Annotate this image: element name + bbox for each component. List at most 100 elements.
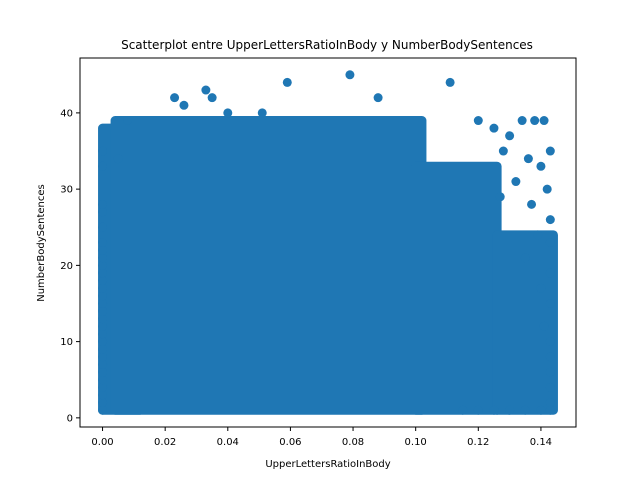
scatter-point bbox=[98, 329, 108, 339]
scatter-point bbox=[542, 184, 552, 194]
scatter-point bbox=[489, 405, 499, 415]
x-tick-label: 0.08 bbox=[342, 437, 364, 448]
scatter-point bbox=[207, 93, 217, 103]
scatter-point bbox=[530, 116, 540, 126]
x-tick-label: 0.06 bbox=[279, 437, 301, 448]
scatter-point bbox=[98, 291, 108, 301]
scatter-point bbox=[545, 367, 555, 377]
scatter-point bbox=[539, 116, 549, 126]
dense-point-cloud-3 bbox=[492, 230, 558, 415]
scatter-point bbox=[545, 238, 555, 247]
scatter-point bbox=[201, 85, 211, 95]
scatter-point bbox=[539, 321, 549, 331]
x-tick-label: 0.00 bbox=[91, 437, 113, 448]
scatter-point bbox=[98, 146, 108, 156]
scatter-point bbox=[98, 222, 108, 232]
x-tick-label: 0.04 bbox=[217, 437, 239, 448]
points-layer bbox=[98, 70, 555, 415]
scatter-point bbox=[545, 298, 555, 308]
x-axis: 0.00 0.02 0.04 0.06 0.08 0.10 0.12 0.14 bbox=[91, 427, 552, 448]
chart-title: Scatterplot entre UpperLettersRatioInBod… bbox=[121, 38, 533, 52]
x-tick-label: 0.12 bbox=[467, 437, 489, 448]
scatter-point bbox=[98, 207, 108, 217]
scatter-point bbox=[520, 405, 530, 415]
scatter-point bbox=[98, 398, 108, 408]
dense-point-cloud-1 bbox=[110, 116, 427, 415]
scatter-point bbox=[98, 161, 108, 171]
scatter-point bbox=[533, 230, 543, 240]
scatter-point bbox=[545, 398, 555, 408]
y-tick-label: 10 bbox=[60, 337, 73, 348]
scatter-point bbox=[545, 352, 555, 362]
scatter-point bbox=[495, 192, 505, 202]
scatter-point bbox=[223, 108, 233, 118]
scatter-point bbox=[98, 268, 108, 278]
scatter-point bbox=[98, 321, 108, 331]
scatter-point bbox=[98, 314, 108, 324]
scatter-point bbox=[113, 154, 123, 164]
scatter-point bbox=[345, 70, 355, 80]
scatter-point bbox=[98, 306, 108, 316]
scatter-point bbox=[98, 245, 108, 255]
scatter-point bbox=[179, 100, 189, 110]
scatter-point bbox=[98, 253, 108, 263]
y-tick-label: 30 bbox=[60, 185, 73, 196]
scatter-point bbox=[98, 298, 108, 308]
plot-frame bbox=[79, 57, 577, 428]
scatter-point bbox=[498, 146, 508, 156]
scatter-point bbox=[523, 154, 533, 164]
scatter-point bbox=[545, 405, 555, 415]
scatter-point bbox=[511, 177, 521, 187]
dense-layer bbox=[98, 116, 558, 415]
scatter-point bbox=[545, 146, 555, 156]
y-axis-label: NumberBodySentences bbox=[36, 184, 47, 302]
scatter-point bbox=[98, 390, 108, 400]
scatter-point bbox=[98, 344, 108, 354]
scatter-point bbox=[98, 337, 108, 347]
scatter-point bbox=[98, 382, 108, 392]
scatter-point bbox=[98, 359, 108, 369]
y-tick-label: 40 bbox=[60, 108, 73, 119]
scatter-point bbox=[98, 283, 108, 293]
x-tick-label: 0.10 bbox=[405, 437, 427, 448]
x-tick-label: 0.14 bbox=[530, 437, 552, 448]
scatter-point bbox=[123, 116, 133, 126]
scatter-point bbox=[98, 199, 108, 209]
scatter-point bbox=[517, 116, 527, 126]
x-axis-label: UpperLettersRatioInBody bbox=[265, 459, 390, 470]
scatter-point bbox=[98, 367, 108, 377]
scatter-point bbox=[536, 161, 546, 171]
scatter-point bbox=[489, 123, 499, 133]
scatter-point bbox=[473, 116, 483, 126]
scatter-point bbox=[545, 215, 555, 225]
x-tick-label: 0.02 bbox=[154, 437, 176, 448]
scatter-point bbox=[98, 260, 108, 270]
scatter-point bbox=[257, 108, 267, 118]
scatter-point bbox=[458, 405, 468, 415]
scatter-point bbox=[373, 93, 383, 103]
y-tick-label: 0 bbox=[67, 413, 73, 424]
scatter-point bbox=[505, 131, 515, 141]
scatter-point bbox=[527, 199, 537, 209]
scatter-point bbox=[98, 405, 108, 415]
scatter-point bbox=[473, 405, 483, 415]
scatter-point bbox=[445, 77, 455, 87]
y-axis: 0 10 20 30 40 bbox=[60, 108, 80, 424]
scatter-point bbox=[545, 382, 555, 392]
scatter-point bbox=[545, 268, 555, 278]
scatter-point bbox=[505, 405, 515, 415]
scatter-point bbox=[520, 253, 530, 263]
scatter-point bbox=[170, 93, 180, 103]
scatter-point bbox=[545, 337, 555, 347]
dense-point-cloud-2 bbox=[411, 161, 502, 415]
y-tick-label: 20 bbox=[60, 261, 73, 272]
scatter-point bbox=[98, 352, 108, 362]
scatter-point bbox=[282, 77, 292, 87]
scatter-point bbox=[98, 238, 108, 247]
scatter-point bbox=[536, 283, 546, 293]
scatter-point bbox=[98, 276, 108, 286]
plot-area bbox=[79, 57, 577, 428]
scatter-point bbox=[536, 405, 546, 415]
scatter-point bbox=[98, 375, 108, 385]
